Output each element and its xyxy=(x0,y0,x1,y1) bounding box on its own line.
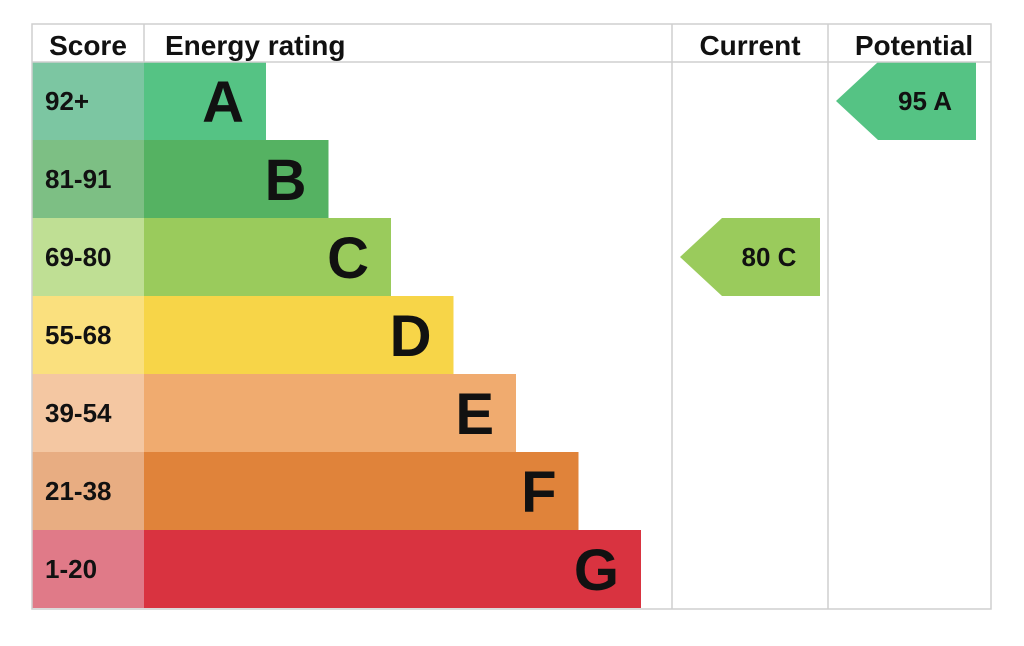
header-score: Score xyxy=(49,30,127,61)
score-range-f: 21-38 xyxy=(45,476,112,506)
rating-band-label-d: D xyxy=(390,304,432,369)
current-rating-arrow xyxy=(680,218,820,296)
header-current: Current xyxy=(699,30,800,61)
score-cell-c xyxy=(32,218,144,296)
score-range-c: 69-80 xyxy=(45,242,112,272)
score-cell-f xyxy=(32,452,144,530)
score-cell-b xyxy=(32,140,144,218)
score-range-a: 92+ xyxy=(45,86,89,116)
rating-bar-b xyxy=(144,140,329,218)
rating-band-label-b: B xyxy=(265,148,307,213)
rating-bar-a xyxy=(144,62,266,140)
rating-bar-e xyxy=(144,374,516,452)
score-range-b: 81-91 xyxy=(45,164,112,194)
rating-arrows: 80 C 95 A xyxy=(680,62,976,296)
rating-bar-f xyxy=(144,452,579,530)
rating-bar-d xyxy=(144,296,454,374)
potential-rating-label: 95 A xyxy=(898,86,952,116)
rating-band-label-f: F xyxy=(521,460,556,525)
score-range-d: 55-68 xyxy=(45,320,112,350)
rating-bar-c xyxy=(144,218,391,296)
score-cell-a xyxy=(32,62,144,140)
rating-band-label-e: E xyxy=(455,382,494,447)
score-cell-d xyxy=(32,296,144,374)
score-range-e: 39-54 xyxy=(45,398,112,428)
potential-rating-arrow xyxy=(836,62,976,140)
score-range-g: 1-20 xyxy=(45,554,97,584)
current-rating-label: 80 C xyxy=(742,242,797,272)
score-cell-e xyxy=(32,374,144,452)
rating-band-label-c: C xyxy=(327,226,369,291)
score-cells: 92+ 81-91 69-80 55-68 39-54 21-38 1-20 xyxy=(32,62,144,608)
rating-bar-g xyxy=(144,530,641,608)
score-cell-g xyxy=(32,530,144,608)
header-potential: Potential xyxy=(855,30,973,61)
rating-band-label-g: G xyxy=(574,538,619,603)
header-energy-rating: Energy rating xyxy=(165,30,345,61)
rating-band-label-a: A xyxy=(202,70,244,135)
chart-frame xyxy=(31,23,992,610)
